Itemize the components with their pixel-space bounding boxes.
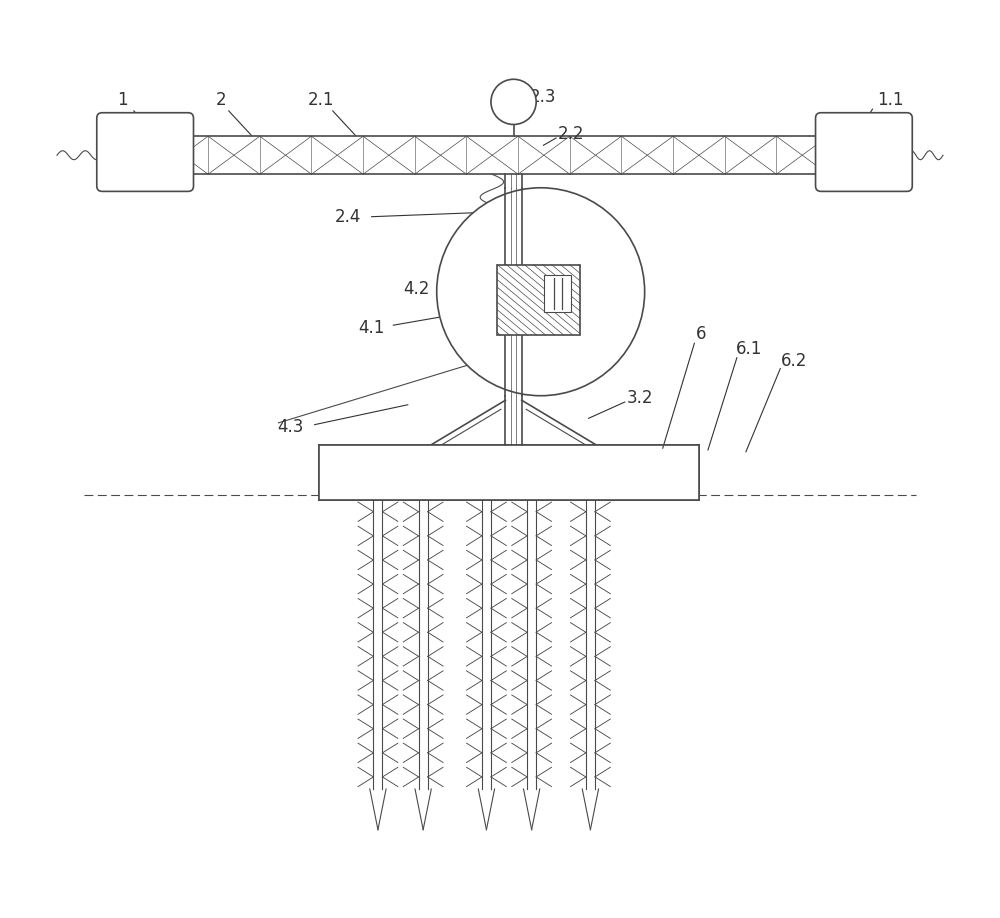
Text: 2: 2	[216, 91, 227, 109]
Bar	[319, 445, 699, 499]
Text: 1: 1	[117, 91, 127, 109]
Text: 3.1: 3.1	[600, 241, 626, 258]
Circle shape	[437, 188, 645, 396]
Text: 2.1: 2.1	[308, 91, 334, 109]
FancyBboxPatch shape	[97, 113, 194, 191]
Text: 4.2: 4.2	[404, 280, 430, 298]
Text: 3.2: 3.2	[627, 388, 653, 407]
Bar	[497, 264, 580, 335]
Bar	[497, 264, 580, 335]
Text: 2.2: 2.2	[557, 125, 584, 142]
Text: 2.4: 2.4	[335, 207, 361, 226]
FancyBboxPatch shape	[816, 113, 912, 191]
Bar	[544, 275, 571, 311]
Text: 4.3: 4.3	[277, 419, 303, 436]
Text: 6: 6	[695, 325, 706, 343]
Text: 4.1: 4.1	[358, 319, 385, 337]
Text: 2.3: 2.3	[530, 88, 557, 106]
Text: 6.2: 6.2	[781, 353, 807, 370]
Text: 1.1: 1.1	[877, 91, 904, 109]
Bar	[156, 136, 880, 174]
Circle shape	[491, 79, 536, 125]
Text: A: A	[630, 295, 641, 312]
Text: 6.1: 6.1	[735, 340, 762, 358]
